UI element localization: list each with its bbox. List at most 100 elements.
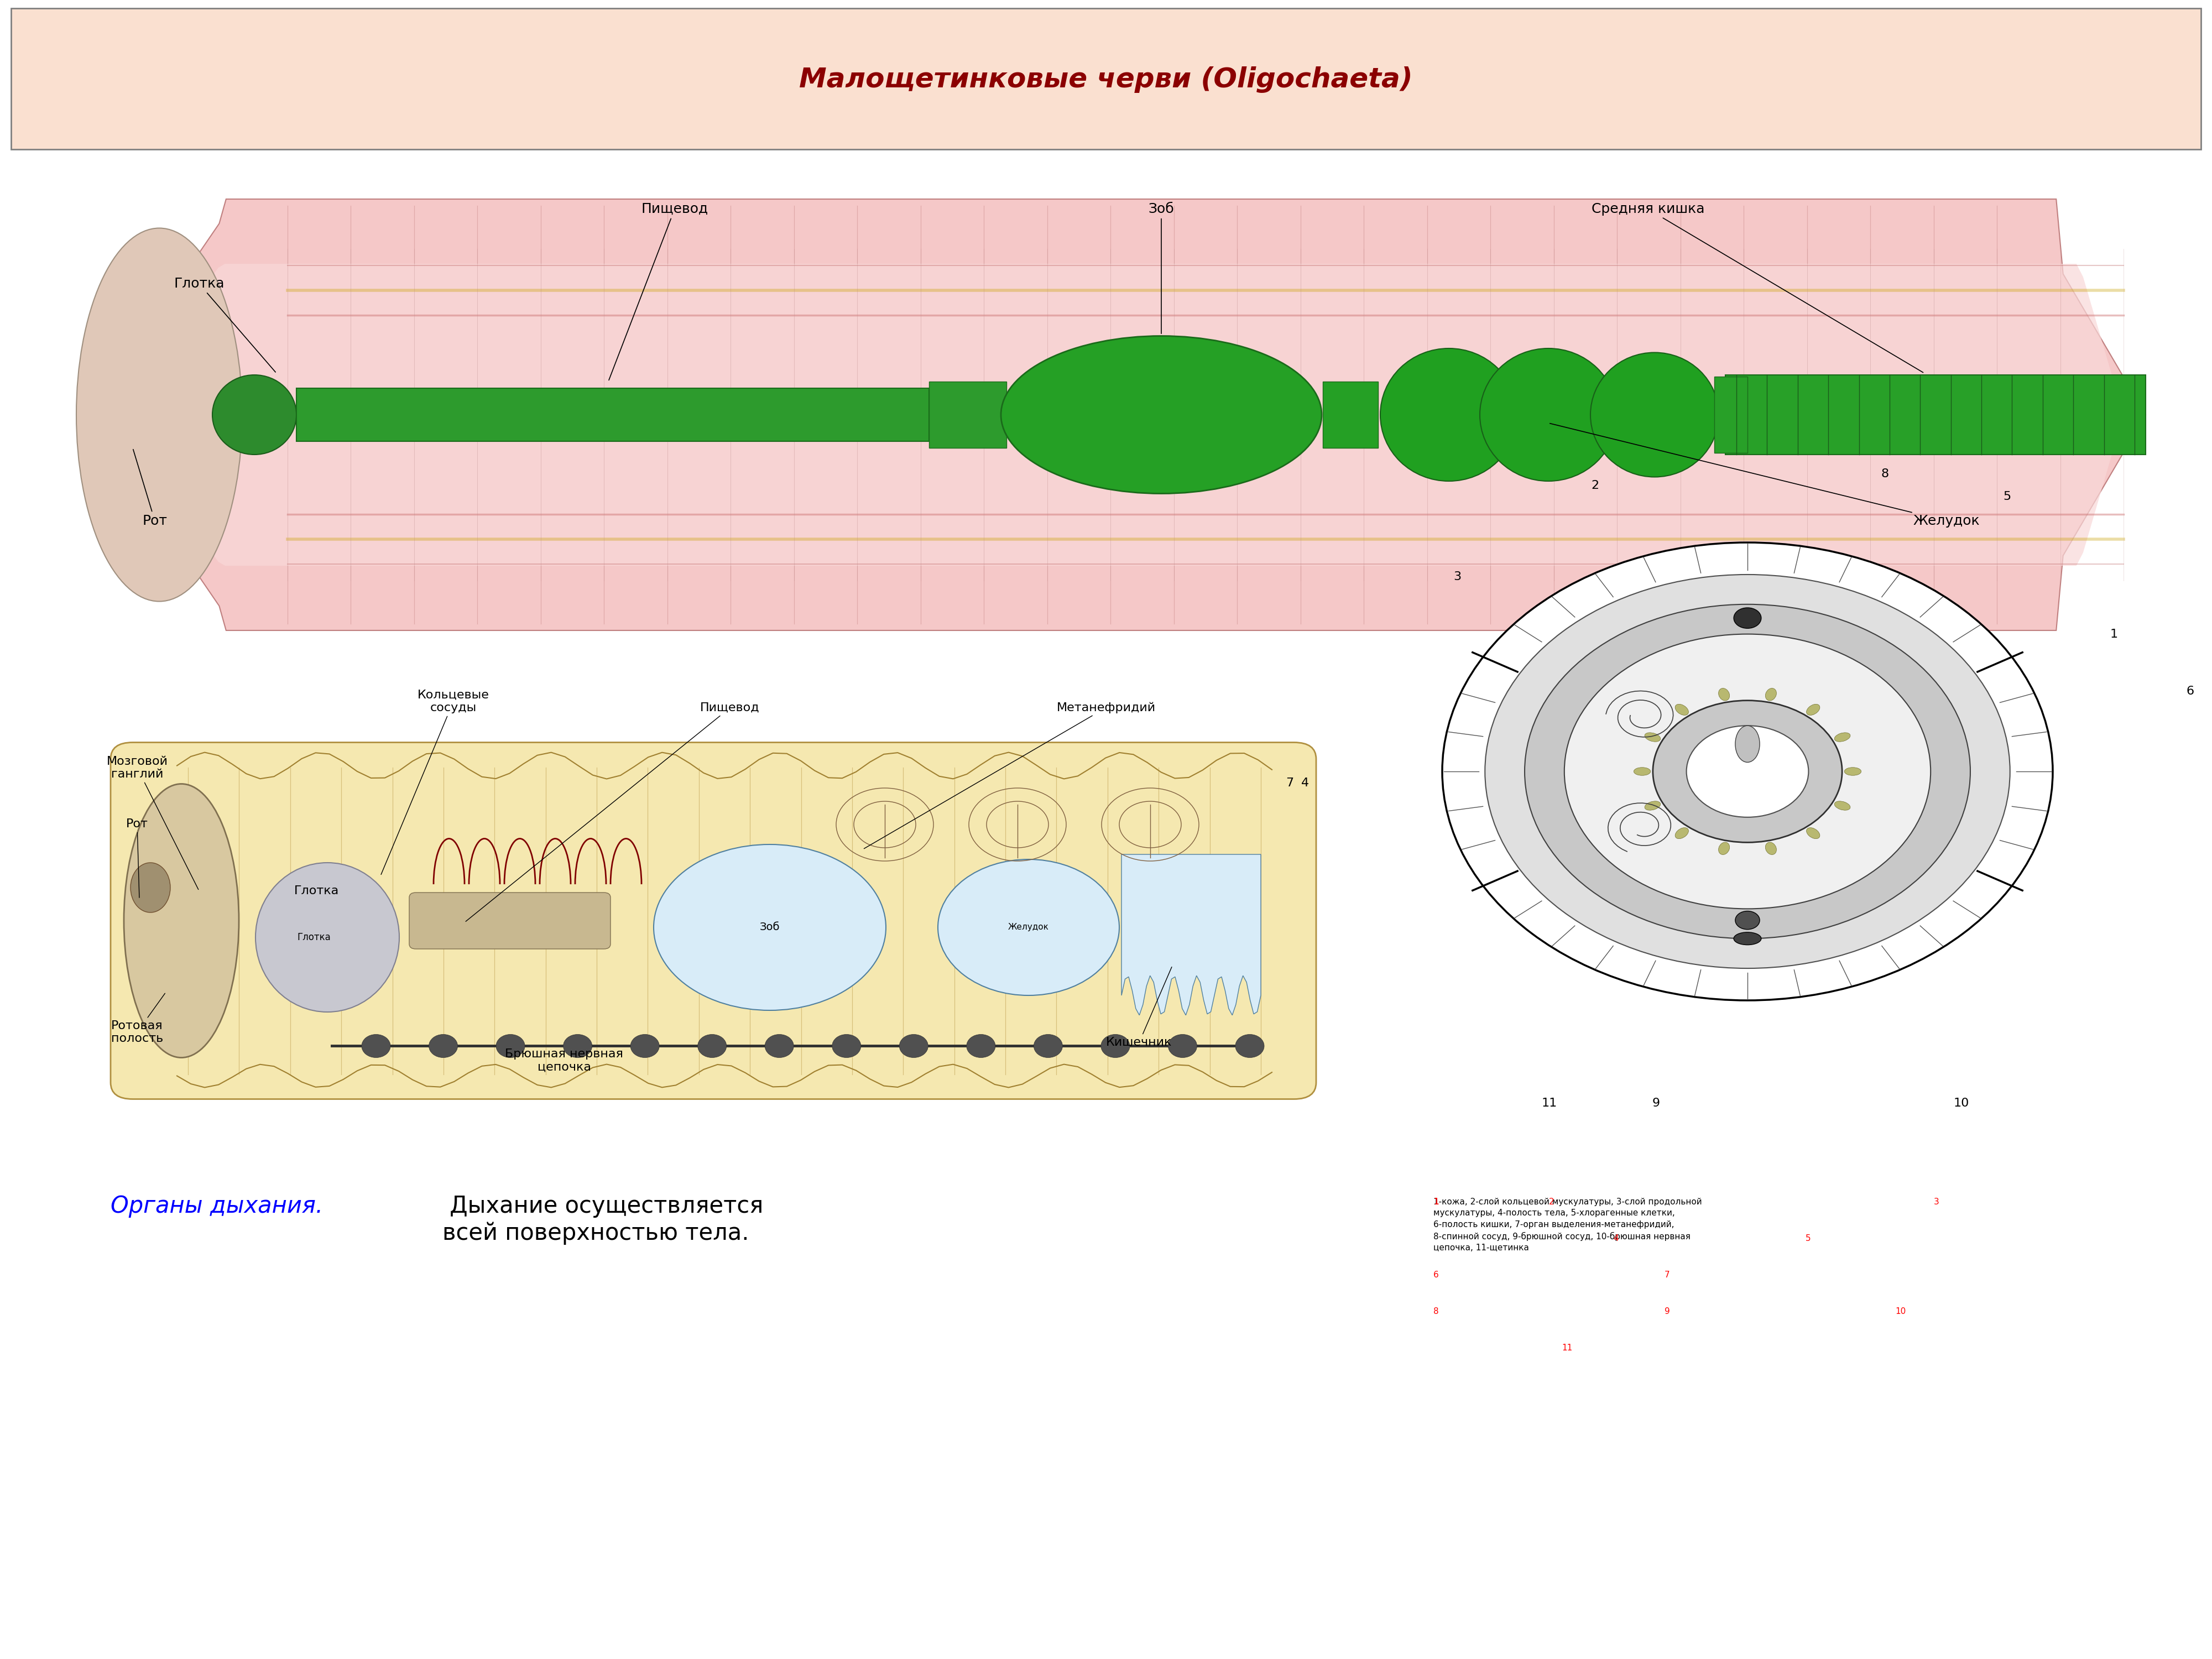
Text: 4: 4 bbox=[1301, 778, 1310, 788]
Text: Дыхание осуществляется
всей поверхностью тела.: Дыхание осуществляется всей поверхностью… bbox=[442, 1194, 763, 1244]
Ellipse shape bbox=[131, 863, 170, 912]
Text: 1: 1 bbox=[2110, 629, 2117, 640]
Ellipse shape bbox=[257, 863, 398, 1012]
Ellipse shape bbox=[967, 1035, 995, 1058]
Text: 5: 5 bbox=[2004, 491, 2011, 503]
Ellipse shape bbox=[1674, 828, 1688, 839]
Ellipse shape bbox=[1646, 733, 1661, 742]
Polygon shape bbox=[929, 382, 1006, 448]
Text: 11: 11 bbox=[1562, 1344, 1573, 1352]
Text: Рот: Рот bbox=[133, 450, 168, 528]
Polygon shape bbox=[88, 199, 2146, 630]
Circle shape bbox=[1686, 725, 1809, 818]
Ellipse shape bbox=[564, 1035, 593, 1058]
Ellipse shape bbox=[429, 1035, 458, 1058]
Ellipse shape bbox=[361, 1035, 389, 1058]
Text: 1-кожа, 2-слой кольцевой мускулатуры, 3-слой продольной
мускулатуры, 4-полость т: 1-кожа, 2-слой кольцевой мускулатуры, 3-… bbox=[1433, 1198, 1701, 1253]
Text: Брюшная нервная
цепочка: Брюшная нервная цепочка bbox=[504, 1048, 624, 1072]
Ellipse shape bbox=[1646, 801, 1661, 810]
Text: Глотка: Глотка bbox=[175, 277, 276, 372]
Ellipse shape bbox=[1590, 353, 1719, 478]
Ellipse shape bbox=[832, 1035, 860, 1058]
Ellipse shape bbox=[1033, 1035, 1062, 1058]
Ellipse shape bbox=[1674, 703, 1688, 715]
Text: Желудок: Желудок bbox=[1009, 922, 1048, 932]
Polygon shape bbox=[1323, 382, 1378, 448]
Ellipse shape bbox=[1719, 688, 1730, 700]
Text: Органы дыхания.: Органы дыхания. bbox=[111, 1194, 323, 1218]
Text: Средняя кишка: Средняя кишка bbox=[1590, 202, 1922, 373]
Ellipse shape bbox=[1834, 801, 1849, 810]
Ellipse shape bbox=[1480, 348, 1617, 481]
Text: Глотка: Глотка bbox=[296, 932, 332, 942]
Ellipse shape bbox=[1834, 733, 1849, 742]
Ellipse shape bbox=[1380, 348, 1517, 481]
Text: Метанефридий: Метанефридий bbox=[865, 702, 1155, 849]
Text: Глотка: Глотка bbox=[294, 886, 338, 896]
Ellipse shape bbox=[1734, 725, 1761, 761]
Circle shape bbox=[1734, 911, 1761, 929]
Text: 6: 6 bbox=[1433, 1271, 1438, 1279]
Ellipse shape bbox=[1102, 1035, 1130, 1058]
FancyBboxPatch shape bbox=[11, 8, 2201, 149]
Ellipse shape bbox=[1000, 335, 1323, 494]
FancyBboxPatch shape bbox=[409, 893, 611, 949]
Ellipse shape bbox=[1765, 688, 1776, 700]
Circle shape bbox=[1484, 574, 2011, 969]
Polygon shape bbox=[1725, 375, 2146, 455]
Text: Желудок: Желудок bbox=[1551, 423, 1980, 528]
Text: 7: 7 bbox=[1663, 1271, 1670, 1279]
Text: 5: 5 bbox=[1805, 1234, 1812, 1243]
FancyBboxPatch shape bbox=[111, 743, 1316, 1098]
Text: Ротовая
полость: Ротовая полость bbox=[111, 994, 166, 1044]
Ellipse shape bbox=[495, 1035, 524, 1058]
Text: 9: 9 bbox=[1652, 1098, 1659, 1108]
Text: 2: 2 bbox=[1590, 479, 1599, 491]
Ellipse shape bbox=[1635, 768, 1650, 775]
Text: Рот: Рот bbox=[126, 818, 148, 898]
Text: 8: 8 bbox=[1880, 468, 1889, 479]
Text: 3: 3 bbox=[1453, 571, 1462, 582]
Text: Зоб: Зоб bbox=[1148, 202, 1175, 333]
Polygon shape bbox=[1121, 854, 1261, 1015]
Polygon shape bbox=[1714, 377, 1747, 453]
Circle shape bbox=[1652, 700, 1843, 843]
Text: 6: 6 bbox=[2185, 685, 2194, 697]
Ellipse shape bbox=[124, 785, 239, 1058]
Circle shape bbox=[1524, 604, 1971, 939]
Text: 11: 11 bbox=[1542, 1098, 1557, 1108]
Text: 10: 10 bbox=[1896, 1307, 1907, 1316]
Ellipse shape bbox=[1168, 1035, 1197, 1058]
Circle shape bbox=[1442, 542, 2053, 1000]
Text: 7: 7 bbox=[1285, 778, 1294, 788]
Ellipse shape bbox=[1719, 843, 1730, 854]
Text: 1: 1 bbox=[1433, 1198, 1438, 1206]
Text: Пищевод: Пищевод bbox=[608, 202, 708, 380]
Ellipse shape bbox=[765, 1035, 794, 1058]
Polygon shape bbox=[111, 264, 2124, 566]
Ellipse shape bbox=[900, 1035, 929, 1058]
Circle shape bbox=[1564, 634, 1931, 909]
Ellipse shape bbox=[697, 1035, 726, 1058]
Ellipse shape bbox=[630, 1035, 659, 1058]
Text: 10: 10 bbox=[1953, 1098, 1969, 1108]
Ellipse shape bbox=[1845, 768, 1860, 775]
Text: Кольцевые
сосуды: Кольцевые сосуды bbox=[380, 690, 489, 874]
Ellipse shape bbox=[1234, 1035, 1265, 1058]
Text: Зоб: Зоб bbox=[759, 922, 781, 932]
Circle shape bbox=[1734, 607, 1761, 629]
Text: 3: 3 bbox=[1933, 1198, 1940, 1206]
Text: 2: 2 bbox=[1548, 1198, 1555, 1206]
Text: 9: 9 bbox=[1663, 1307, 1670, 1316]
Text: 4: 4 bbox=[1613, 1234, 1619, 1243]
Ellipse shape bbox=[938, 859, 1119, 995]
Text: 1: 1 bbox=[1433, 1198, 1438, 1206]
Polygon shape bbox=[296, 388, 929, 441]
Ellipse shape bbox=[1734, 932, 1761, 946]
Text: Малощетинковые черви (Oligochaeta): Малощетинковые черви (Oligochaeta) bbox=[799, 66, 1413, 93]
Ellipse shape bbox=[1765, 843, 1776, 854]
Text: Кишечник: Кишечник bbox=[1106, 967, 1172, 1048]
Ellipse shape bbox=[212, 375, 296, 455]
Ellipse shape bbox=[655, 844, 885, 1010]
Text: 8: 8 bbox=[1433, 1307, 1438, 1316]
